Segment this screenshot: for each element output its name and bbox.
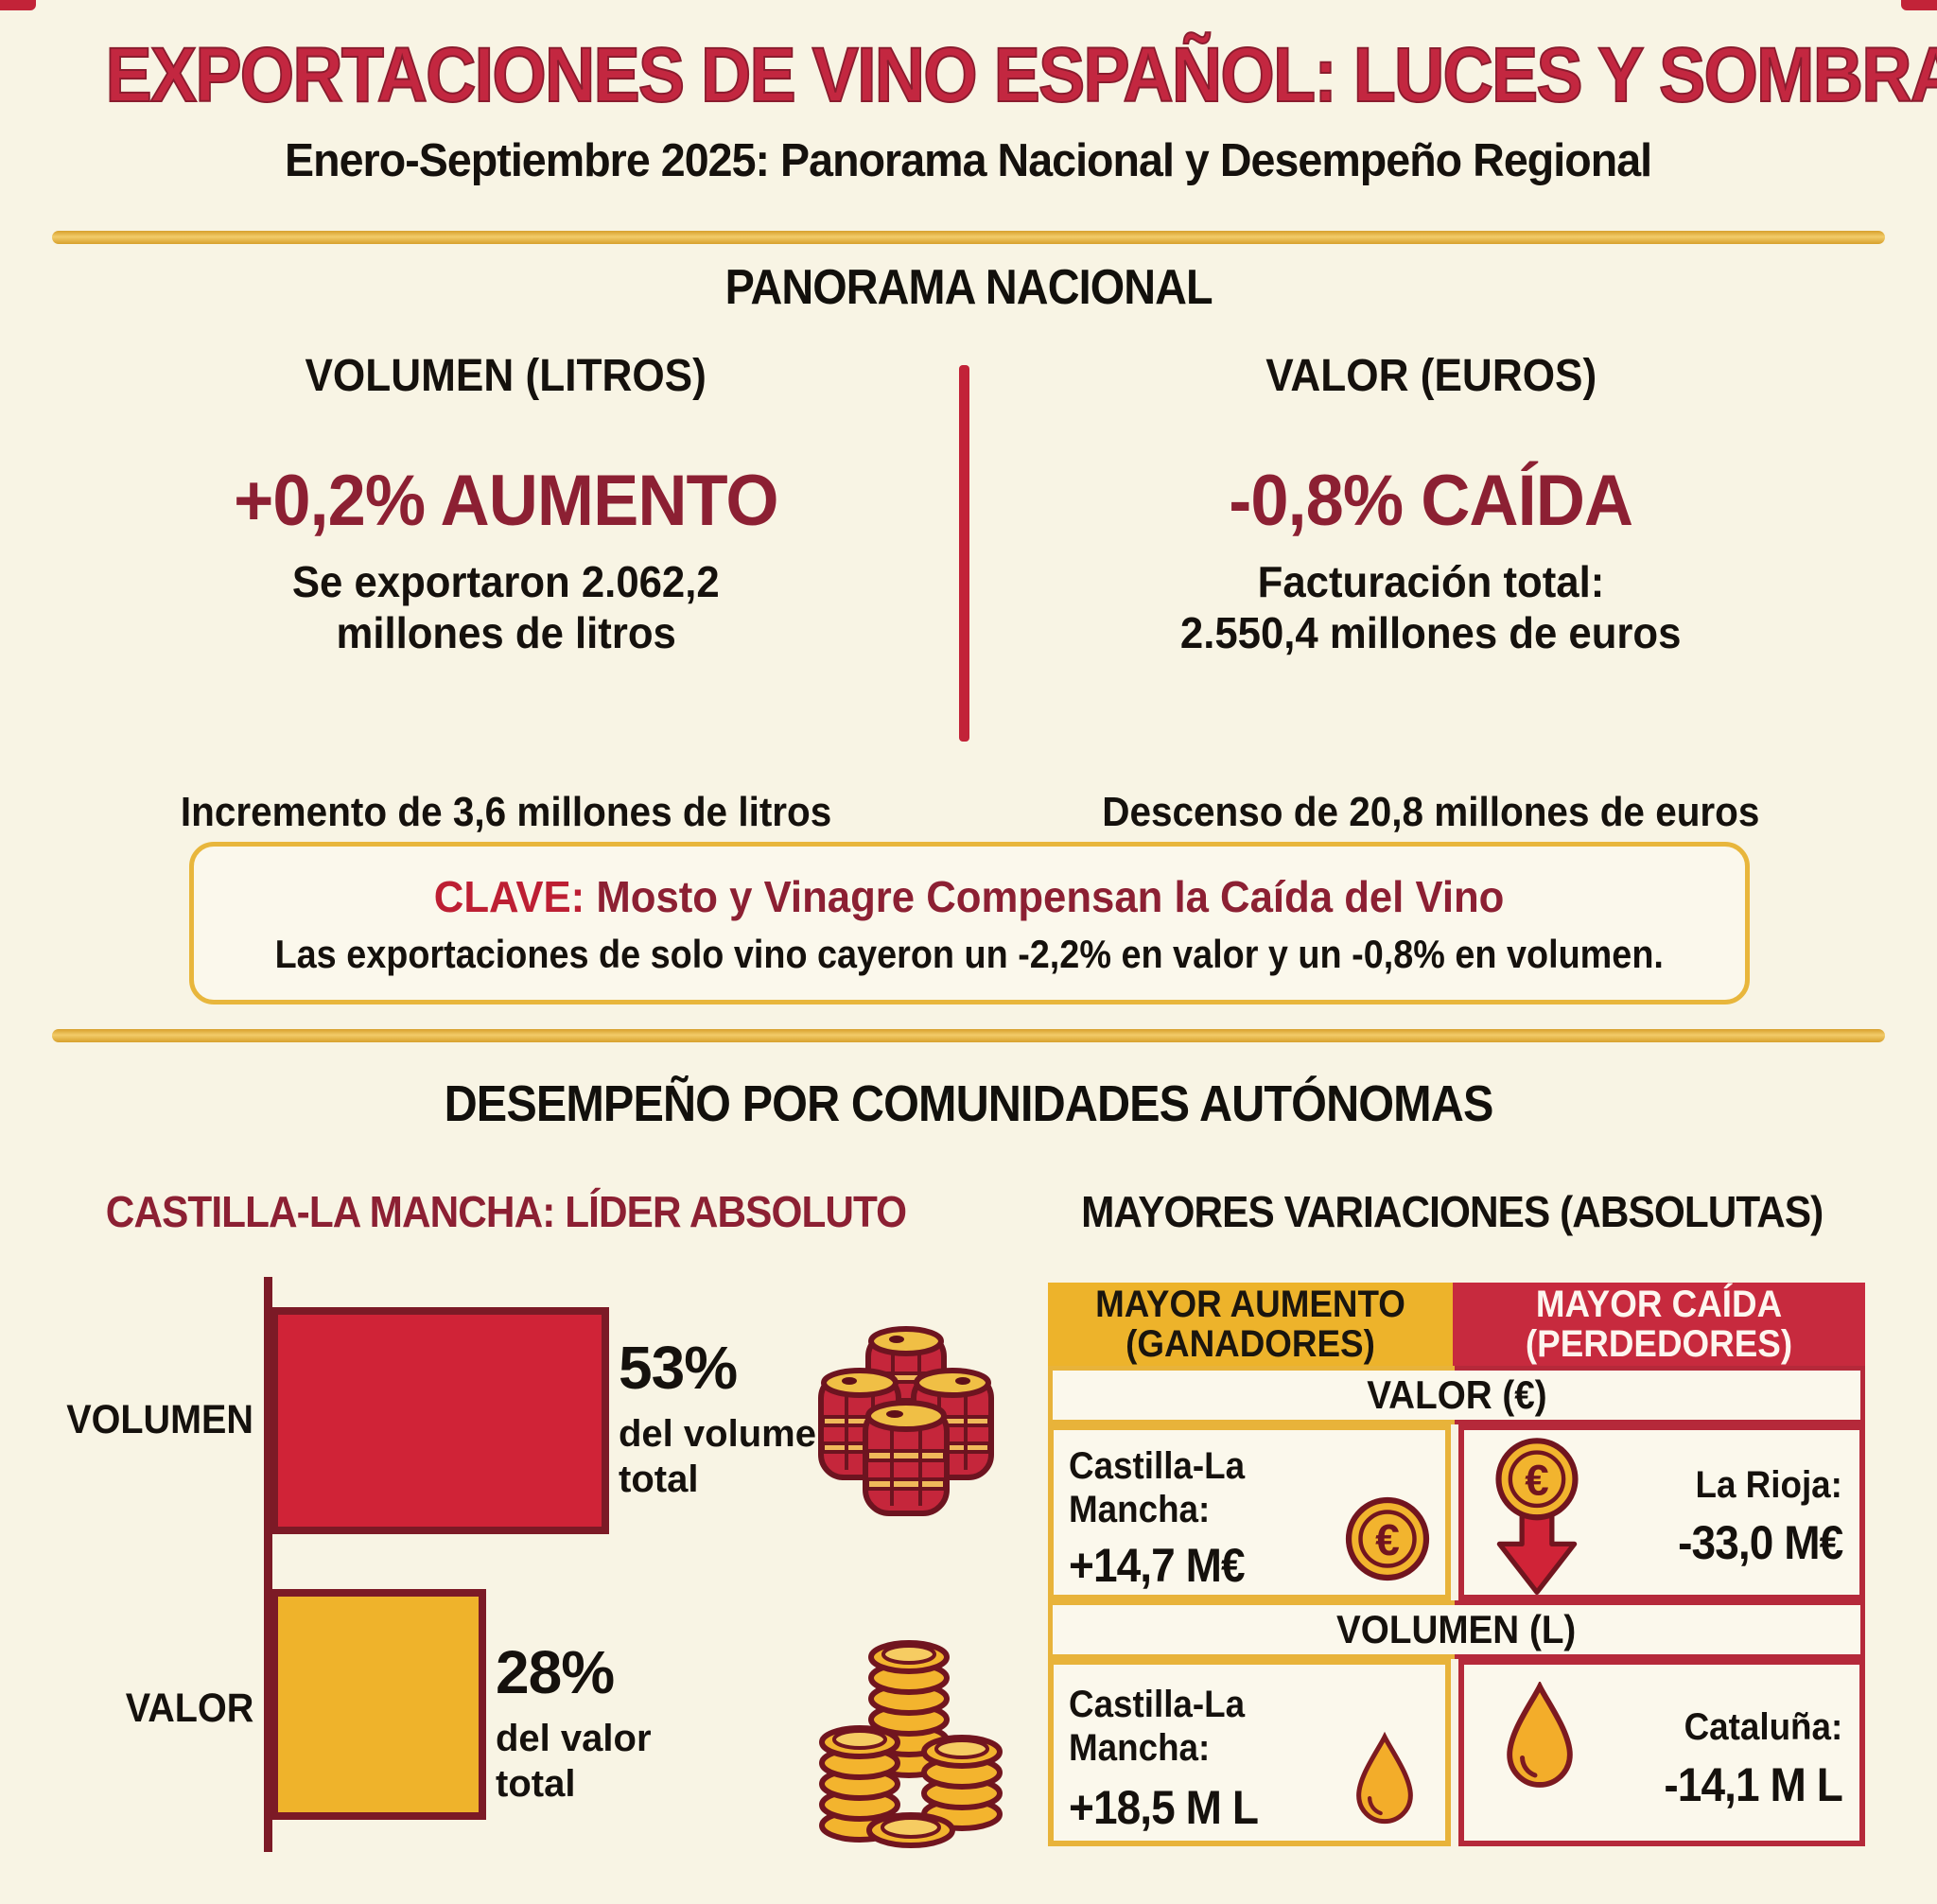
volume-note: Incremento de 3,6 millones de litros — [180, 789, 832, 835]
key-insight-body: Las exportaciones de solo vino cayeron u… — [274, 932, 1665, 976]
wine-drop-icon — [1356, 1731, 1413, 1825]
page-subtitle: Enero-Septiembre 2025: Panorama Nacional… — [285, 135, 1652, 186]
divider-top — [52, 231, 1885, 244]
national-section-heading: PANORAMA NACIONAL — [724, 260, 1213, 315]
national-columns-divider — [959, 365, 969, 742]
euro-coin-down-arrow-icon: € — [1495, 1438, 1579, 1596]
bar-category-valor: VALOR — [125, 1686, 253, 1731]
value-loser-amount: -33,0 M€ — [1677, 1516, 1843, 1569]
value-loser-cell: € La Rioja: -33,0 M€ — [1458, 1424, 1865, 1600]
corner-accent-right — [1901, 0, 1937, 10]
volume-loser-amount: -14,1 M L — [1664, 1758, 1842, 1811]
volume-bar-value: 53% del volumen total — [619, 1334, 840, 1500]
corner-accent-left — [0, 0, 36, 10]
winners-header-cell: MAYOR AUMENTO (GANADORES) — [1048, 1283, 1453, 1366]
svg-text:€: € — [1525, 1456, 1548, 1504]
value-bar — [270, 1589, 486, 1820]
metric-row-value-right-band — [1455, 1366, 1865, 1424]
variations-heading: MAYORES VARIACIONES (ABSOLUTAS) — [1080, 1187, 1824, 1236]
losers-header-cell: MAYOR CAÍDA (PERDEDORES) — [1453, 1283, 1865, 1366]
metric-row-volume-left-band — [1048, 1600, 1455, 1659]
page-title: EXPORTACIONES DE VINO ESPAÑOL: LUCES Y S… — [105, 31, 1937, 119]
value-winner-region-line1: Castilla-La — [1069, 1445, 1246, 1487]
value-loser-region: La Rioja: — [1695, 1464, 1842, 1506]
volume-loser-cell: Cataluña: -14,1 M L — [1458, 1659, 1865, 1846]
key-insight-box: CLAVE: Mosto y Vinagre Compensan la Caíd… — [189, 842, 1750, 1004]
bar-category-volumen: VOLUMEN — [66, 1397, 253, 1442]
volume-winner-cell: Castilla-La Mancha: +18,5 M L — [1048, 1659, 1451, 1846]
value-winner-region-line2: Mancha: — [1069, 1489, 1211, 1530]
volume-detail-line2: millones de litros — [336, 608, 676, 657]
variations-table: MAYOR AUMENTO (GANADORES) MAYOR CAÍDA (P… — [1048, 1283, 1865, 1846]
value-headline: -0,8% CAÍDA — [1229, 461, 1634, 541]
volume-bar — [270, 1307, 609, 1534]
key-insight-title: CLAVE: Mosto y Vinagre Compensan la Caíd… — [434, 872, 1505, 921]
wine-barrels-icon — [818, 1326, 994, 1516]
metric-volume-label: VOLUMEN (L) — [1336, 1607, 1577, 1651]
value-winner-amount: +14,7 M€ — [1069, 1539, 1246, 1592]
metric-row-volume-right-band — [1455, 1600, 1865, 1659]
coin-stacks-icon — [819, 1640, 1003, 1848]
regional-section-heading: DESEMPEÑO POR COMUNIDADES AUTÓNOMAS — [444, 1075, 1494, 1132]
volume-detail-line1: Se exportaron 2.062,2 — [292, 557, 720, 606]
wine-drop-icon — [1507, 1682, 1573, 1788]
value-winner-cell: Castilla-La Mancha: +14,7 M€ € — [1048, 1424, 1451, 1600]
value-label: VALOR (EUROS) — [1265, 351, 1597, 401]
metric-value-label: VALOR (€) — [1366, 1372, 1547, 1417]
volume-label: VOLUMEN (LITROS) — [305, 351, 707, 401]
value-bar-value: 28% del valor total — [496, 1638, 652, 1805]
bar-chart-axis — [264, 1277, 272, 1852]
volume-winner-amount: +18,5 M L — [1069, 1781, 1259, 1834]
euro-coin-icon: € — [1345, 1496, 1430, 1581]
volume-winner-region-line2: Mancha: — [1069, 1727, 1211, 1769]
value-detail-line2: 2.550,4 millones de euros — [1180, 608, 1682, 657]
value-note: Descenso de 20,8 millones de euros — [1102, 789, 1760, 835]
metric-row-volume: VOLUMEN (L) — [1048, 1600, 1865, 1659]
metric-row-value-left-band — [1048, 1366, 1455, 1424]
leader-heading: CASTILLA-LA MANCHA: LÍDER ABSOLUTO — [105, 1187, 907, 1236]
volume-headline: +0,2% AUMENTO — [234, 461, 778, 541]
svg-text:€: € — [1375, 1515, 1400, 1564]
metric-row-value: VALOR (€) — [1048, 1366, 1865, 1424]
volume-winner-region-line1: Castilla-La — [1069, 1684, 1246, 1725]
value-detail-line1: Facturación total: — [1257, 557, 1605, 606]
divider-middle — [52, 1029, 1885, 1042]
volume-loser-region: Cataluña: — [1684, 1706, 1842, 1748]
